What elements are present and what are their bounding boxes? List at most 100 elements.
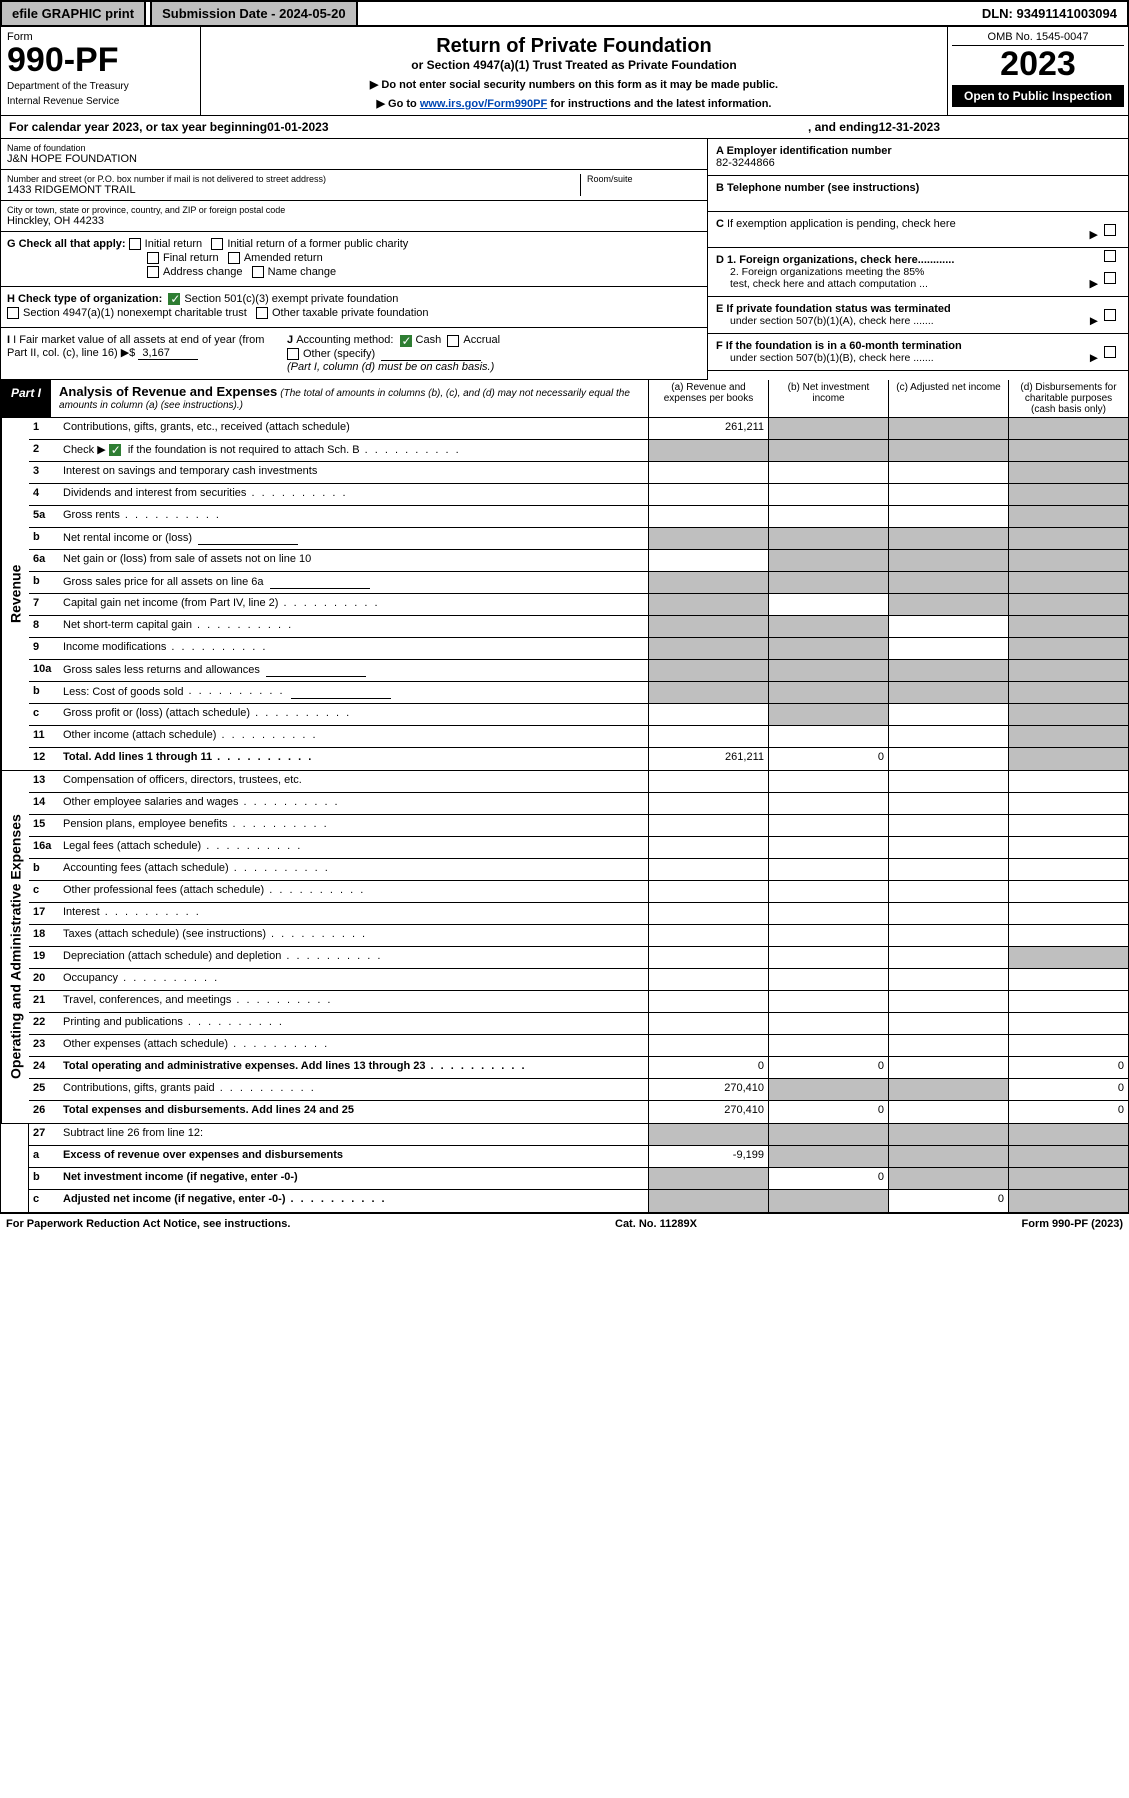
cell-c	[888, 418, 1008, 439]
chk-amended[interactable]	[228, 252, 240, 264]
row-desc: Interest	[59, 903, 648, 924]
chk-4947[interactable]	[7, 307, 19, 319]
dept-treasury: Department of the Treasury	[7, 81, 194, 92]
row-num: c	[29, 881, 59, 902]
cell-a: 270,410	[648, 1079, 768, 1100]
cell-b: 0	[768, 748, 888, 770]
cell-b: 0	[768, 1057, 888, 1078]
row-desc: Depreciation (attach schedule) and deple…	[59, 947, 648, 968]
f1: F If the foundation is in a 60-month ter…	[716, 340, 1120, 352]
row-num: 8	[29, 616, 59, 637]
row-desc: Interest on savings and temporary cash i…	[59, 462, 648, 483]
cell-d: 0	[1008, 1101, 1128, 1123]
row-desc: Other professional fees (attach schedule…	[59, 881, 648, 902]
row-desc: Contributions, gifts, grants, etc., rece…	[59, 418, 648, 439]
chk-addr-change[interactable]	[147, 266, 159, 278]
row-desc: Gross sales less returns and allowances	[59, 660, 648, 681]
top-bar: efile GRAPHIC print Submission Date - 20…	[0, 0, 1129, 27]
row-desc: Total operating and administrative expen…	[59, 1057, 648, 1078]
chk-sch-b[interactable]	[109, 444, 121, 456]
row-desc: Other income (attach schedule)	[59, 726, 648, 747]
row-desc: Excess of revenue over expenses and disb…	[59, 1146, 648, 1167]
chk-c[interactable]	[1104, 224, 1116, 236]
form-url-link[interactable]: www.irs.gov/Form990PF	[420, 98, 547, 110]
note-url: ▶ Go to www.irs.gov/Form990PF for instru…	[205, 97, 943, 110]
dln: DLN: 93491141003094	[972, 2, 1127, 25]
cell-d: 0	[1008, 1057, 1128, 1078]
chk-initial-return[interactable]	[129, 238, 141, 250]
section-i-j: I I Fair market value of all assets at e…	[1, 328, 707, 379]
footer-left: For Paperwork Reduction Act Notice, see …	[6, 1218, 290, 1230]
c-label: If exemption application is pending, che…	[727, 218, 956, 230]
j-accrual: Accrual	[463, 334, 500, 346]
chk-accrual[interactable]	[447, 335, 459, 347]
chk-other-taxable[interactable]	[256, 307, 268, 319]
g-opt-4: Address change	[163, 266, 243, 278]
chk-name-change[interactable]	[252, 266, 264, 278]
row-desc: Net gain or (loss) from sale of assets n…	[59, 550, 648, 571]
g-opt-0: Initial return	[145, 238, 202, 250]
row-desc: Net rental income or (loss)	[59, 528, 648, 549]
city-label: City or town, state or province, country…	[7, 205, 701, 215]
chk-f[interactable]	[1104, 346, 1116, 358]
g-opt-1: Initial return of a former public charit…	[227, 238, 408, 250]
row-num: 12	[29, 748, 59, 770]
cell-a: 270,410	[648, 1101, 768, 1123]
row-desc: Occupancy	[59, 969, 648, 990]
cell-b	[768, 418, 888, 439]
j-cash: Cash	[416, 334, 442, 346]
row-desc: Subtract line 26 from line 12:	[59, 1124, 648, 1145]
cell-a: -9,199	[648, 1146, 768, 1167]
row-desc: Total expenses and disbursements. Add li…	[59, 1101, 648, 1123]
chk-e[interactable]	[1104, 309, 1116, 321]
e2: under section 507(b)(1)(A), check here .…	[730, 315, 934, 327]
chk-other-method[interactable]	[287, 348, 299, 360]
chk-initial-public[interactable]	[211, 238, 223, 250]
row-num: 24	[29, 1057, 59, 1078]
cell-d: 0	[1008, 1079, 1128, 1100]
chk-d1[interactable]	[1104, 250, 1116, 262]
row-num: 21	[29, 991, 59, 1012]
phone-cell: B Telephone number (see instructions)	[708, 176, 1128, 212]
chk-501c3[interactable]	[168, 293, 180, 305]
row-desc: Net short-term capital gain	[59, 616, 648, 637]
name-label: Name of foundation	[7, 143, 701, 153]
row-num: 2	[29, 440, 59, 461]
efile-print-button[interactable]: efile GRAPHIC print	[2, 2, 146, 25]
a-label: A Employer identification number	[716, 145, 1120, 157]
chk-d2[interactable]	[1104, 272, 1116, 284]
form-title-block: Return of Private Foundation or Section …	[201, 27, 948, 115]
chk-cash[interactable]	[400, 335, 412, 347]
expenses-section: Operating and Administrative Expenses 13…	[0, 771, 1129, 1124]
row-desc: Dividends and interest from securities	[59, 484, 648, 505]
c-cell: C If exemption application is pending, c…	[708, 212, 1128, 248]
row-num: 27	[29, 1124, 59, 1145]
row-num: 6a	[29, 550, 59, 571]
revenue-label: Revenue	[1, 418, 29, 770]
city-cell: City or town, state or province, country…	[1, 201, 707, 232]
row-desc: Printing and publications	[59, 1013, 648, 1034]
revenue-section: Revenue 1Contributions, gifts, grants, e…	[0, 418, 1129, 771]
note-ssn: ▶ Do not enter social security numbers o…	[205, 78, 943, 91]
cell-a: 261,211	[648, 418, 768, 439]
row-num: c	[29, 1190, 59, 1212]
row-desc: Less: Cost of goods sold	[59, 682, 648, 703]
row-desc: Income modifications	[59, 638, 648, 659]
footer-mid: Cat. No. 11289X	[615, 1218, 697, 1230]
addr-value: 1433 RIDGEMONT TRAIL	[7, 184, 580, 196]
row-desc: Total. Add lines 1 through 11	[59, 748, 648, 770]
form-header: Form 990-PF Department of the Treasury I…	[0, 27, 1129, 116]
h-label: H Check type of organization:	[7, 293, 162, 305]
row-desc: Gross rents	[59, 506, 648, 527]
e-cell: E If private foundation status was termi…	[708, 297, 1128, 334]
row-num: 20	[29, 969, 59, 990]
row-num: b	[29, 1168, 59, 1189]
cell-a: 261,211	[648, 748, 768, 770]
r2-post: if the foundation is not required to att…	[125, 444, 360, 456]
row-desc: Accounting fees (attach schedule)	[59, 859, 648, 880]
chk-final-return[interactable]	[147, 252, 159, 264]
d2a: 2. Foreign organizations meeting the 85%	[730, 266, 1120, 278]
dept-irs: Internal Revenue Service	[7, 96, 194, 107]
row-num: 22	[29, 1013, 59, 1034]
name-cell: Name of foundation J&N HOPE FOUNDATION	[1, 139, 707, 170]
